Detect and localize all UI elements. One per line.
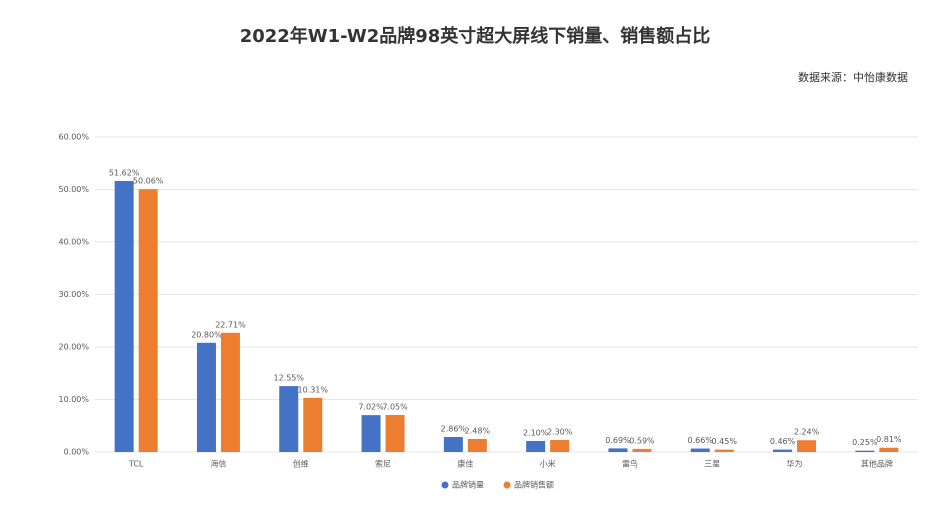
bar — [196, 342, 216, 452]
bar — [608, 448, 628, 452]
bar — [690, 448, 710, 452]
source: 数据来源：中怡康数据 — [798, 70, 908, 84]
x-tick-label: TCL — [128, 460, 144, 469]
value-label: 2.86% — [441, 424, 467, 433]
value-label: 2.24% — [794, 428, 820, 437]
y-tick-label: 40.00% — [58, 238, 89, 247]
bar — [443, 436, 463, 452]
x-tick-label: 三星 — [704, 460, 720, 469]
bar — [879, 447, 899, 452]
x-tick-label: 其他品牌 — [861, 459, 893, 469]
value-label: 12.55% — [273, 374, 304, 383]
bar — [361, 415, 381, 452]
value-label: 0.66% — [688, 436, 714, 445]
x-tick-label: 索尼 — [375, 459, 391, 469]
chart-title: 2022年W1-W2品牌98英寸超大屏线下销量、销售额占比 — [240, 25, 711, 47]
value-label: 2.10% — [523, 428, 549, 437]
value-label: 7.05% — [382, 402, 408, 411]
value-label: 0.25% — [852, 438, 878, 447]
bar — [467, 438, 487, 452]
legend-label: 品牌销售额 — [514, 480, 554, 490]
value-label: 51.62% — [109, 168, 140, 177]
value-label: 0.45% — [712, 437, 738, 446]
value-label: 2.48% — [465, 426, 491, 435]
value-label: 0.69% — [605, 436, 631, 445]
bar — [303, 397, 323, 452]
value-label: 2.30% — [547, 427, 573, 436]
x-tick-label: 海信 — [210, 459, 226, 469]
legend-marker — [503, 481, 511, 489]
value-label: 22.71% — [215, 320, 246, 329]
legend-marker — [441, 481, 449, 489]
bar — [797, 440, 817, 452]
bar — [773, 449, 793, 452]
bar — [632, 448, 652, 452]
y-tick-label: 0.00% — [64, 448, 90, 457]
x-tick-label: 康佳 — [457, 459, 473, 469]
value-label: 0.81% — [876, 435, 902, 444]
y-tick-label: 30.00% — [58, 290, 89, 299]
y-tick-label: 60.00% — [58, 133, 89, 142]
bar — [220, 332, 240, 452]
bar — [550, 439, 570, 452]
y-tick-label: 20.00% — [58, 343, 89, 352]
bar — [279, 386, 299, 452]
x-tick-label: 雷鸟 — [622, 459, 638, 469]
x-tick-label: 创维 — [293, 459, 309, 469]
value-label: 0.46% — [770, 437, 796, 446]
bar — [526, 440, 546, 452]
bar — [385, 414, 405, 452]
value-label: 10.31% — [297, 385, 328, 394]
bar — [114, 180, 134, 452]
x-tick-label: 华为 — [787, 459, 803, 469]
value-label: 20.80% — [191, 330, 222, 339]
value-label: 7.02% — [358, 403, 384, 412]
value-label: 0.59% — [629, 436, 655, 445]
bar — [138, 189, 158, 452]
bar — [714, 449, 734, 452]
x-tick-label: 小米 — [540, 459, 556, 469]
y-tick-label: 10.00% — [58, 395, 89, 404]
value-label: 50.06% — [133, 177, 164, 186]
bar — [855, 450, 875, 452]
y-tick-label: 50.00% — [58, 185, 89, 194]
legend-label: 品牌销量 — [452, 480, 484, 490]
